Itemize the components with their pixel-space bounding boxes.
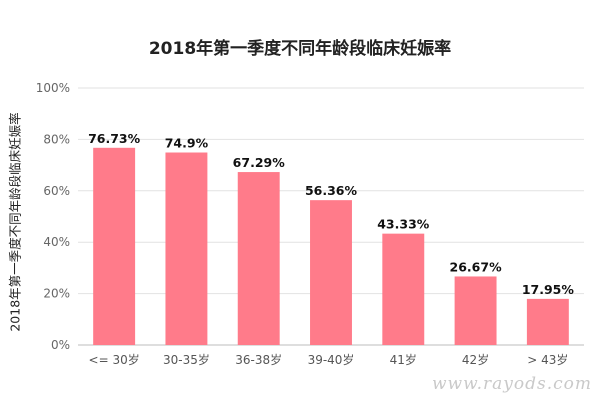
x-tick-label: 30-35岁 xyxy=(163,352,210,367)
bar xyxy=(310,200,352,345)
x-tick-label: 41岁 xyxy=(390,352,417,367)
data-label: 17.95% xyxy=(522,282,575,297)
x-tick-label: 42岁 xyxy=(462,352,489,367)
y-tick-label: 80% xyxy=(43,132,70,146)
x-tick-label: 39-40岁 xyxy=(308,352,355,367)
bar xyxy=(526,298,569,345)
bars xyxy=(93,147,569,345)
data-label: 67.29% xyxy=(233,155,286,170)
data-label: 76.73% xyxy=(88,131,141,146)
x-tick-labels: <= 30岁 30-35岁 36-38岁 39-40岁 41岁 42岁 > 43岁 xyxy=(89,352,569,367)
data-label: 26.67% xyxy=(450,259,503,274)
y-tick-label: 40% xyxy=(43,235,70,249)
x-tick-label: 36-38岁 xyxy=(235,352,282,367)
y-tick-labels: 0% 20% 40% 60% 80% 100% xyxy=(36,81,70,352)
data-label: 43.33% xyxy=(377,217,430,232)
y-tick-label: 100% xyxy=(36,81,70,95)
chart-title: 2018年第一季度不同年龄段临床妊娠率 xyxy=(148,39,452,59)
watermark: www.rayods.com xyxy=(431,374,592,394)
bar xyxy=(454,276,497,345)
y-tick-label: 0% xyxy=(51,338,70,352)
x-tick-label: > 43岁 xyxy=(527,352,568,367)
y-tick-label: 60% xyxy=(43,184,70,198)
bar xyxy=(237,172,280,345)
bar xyxy=(165,152,208,345)
data-label: 56.36% xyxy=(305,183,358,198)
bar xyxy=(93,147,136,345)
y-tick-label: 20% xyxy=(43,287,70,301)
x-tick-label: <= 30岁 xyxy=(89,352,140,367)
data-label: 74.9% xyxy=(165,136,209,151)
data-labels: 76.73% 74.9% 67.29% 56.36% 43.33% 26.67% 17.95… xyxy=(88,131,574,297)
bar xyxy=(382,233,425,345)
